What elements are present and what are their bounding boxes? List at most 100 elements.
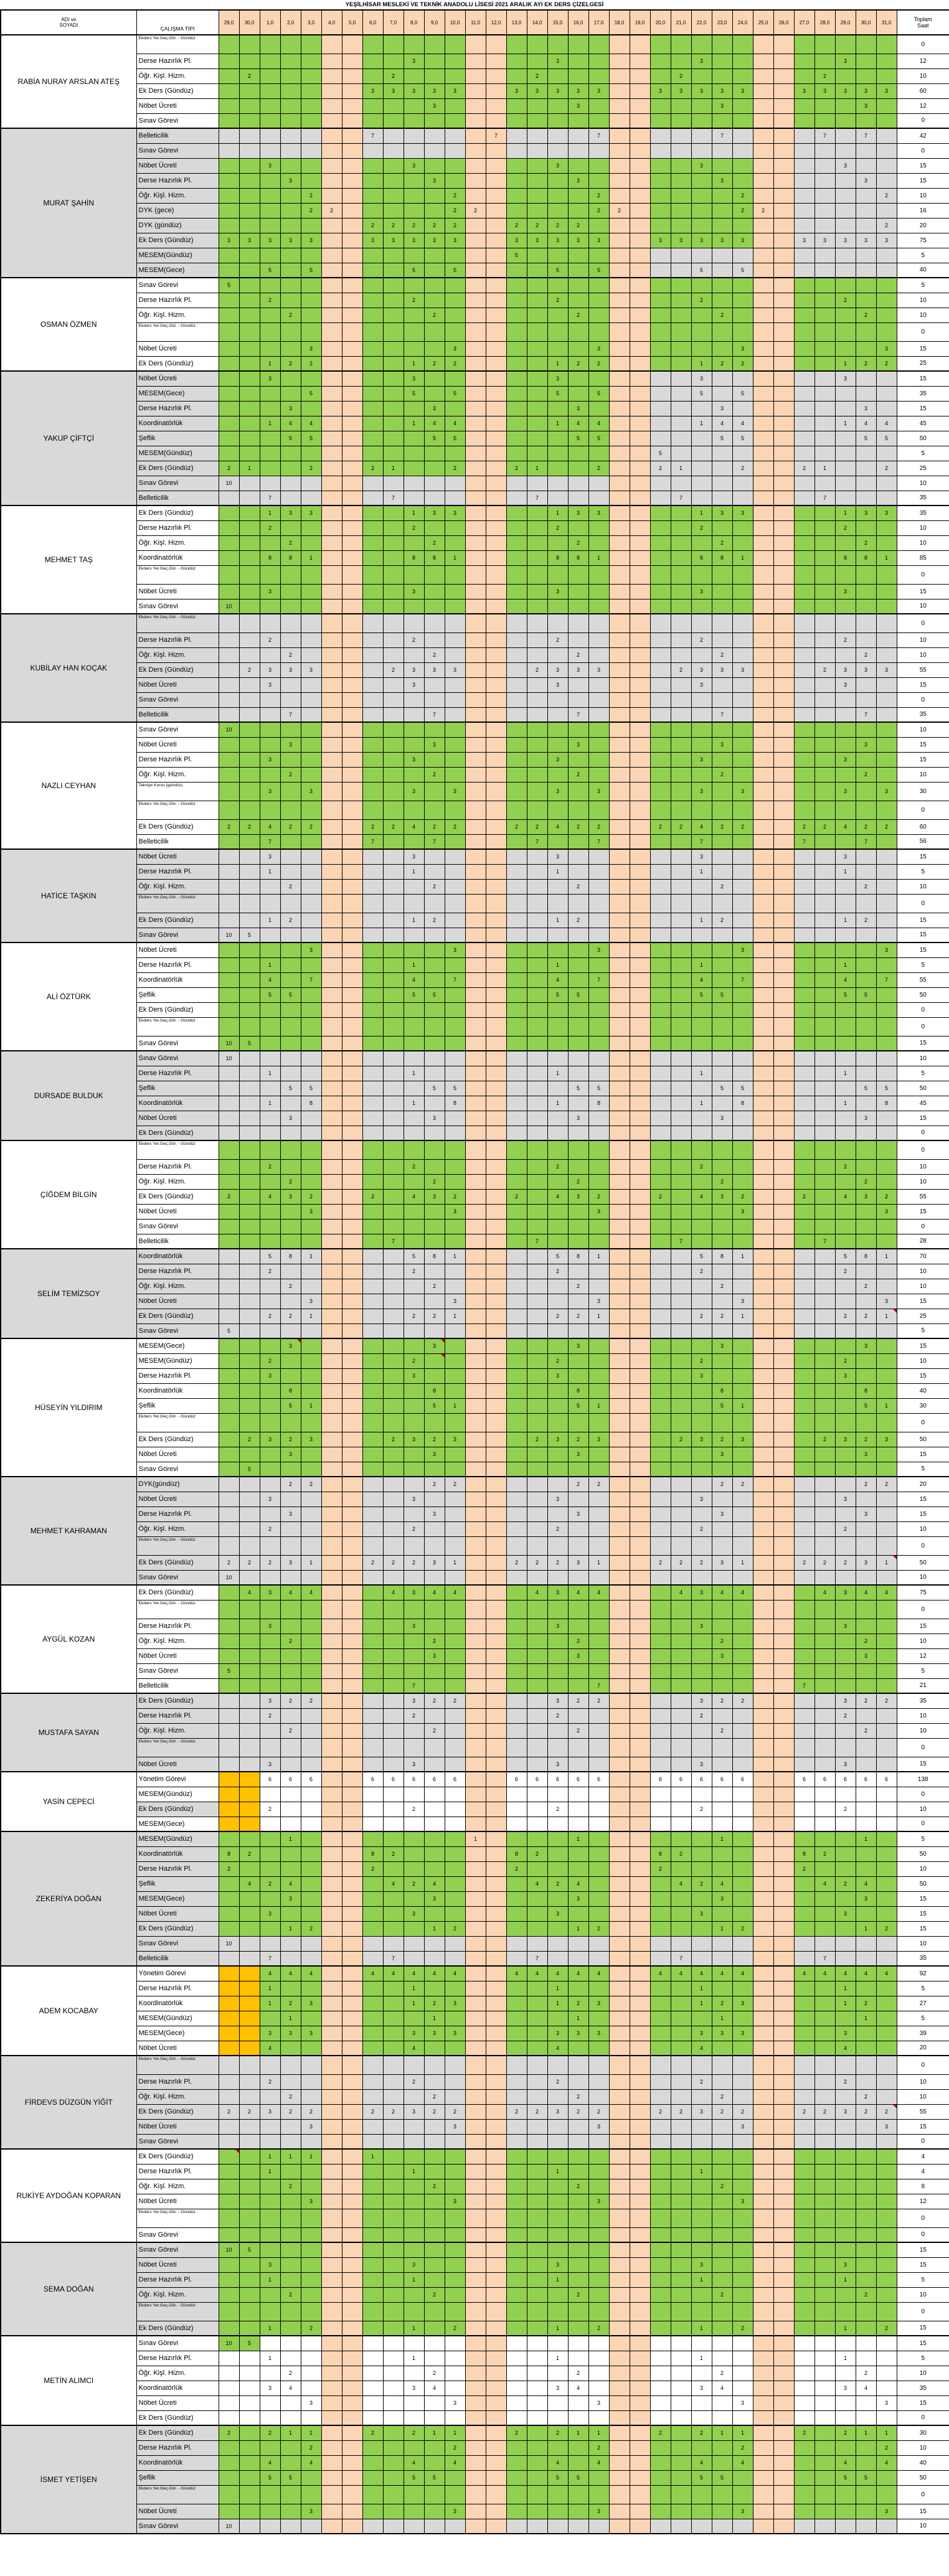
day-cell: [259, 1920, 281, 1937]
day-cell: [588, 1002, 610, 1018]
day-cell: 2: [793, 1554, 815, 1571]
day-cell: [649, 1398, 671, 1414]
day-cell: [238, 957, 260, 973]
work-type-label: Öğr. Kişl. Hizm.: [136, 1723, 219, 1739]
day-cell: [444, 535, 466, 551]
day-cell: [465, 1786, 486, 1802]
day-cell: [691, 927, 712, 943]
day-cell: [465, 113, 486, 129]
day-cell: [238, 1723, 260, 1739]
day-cell: 2: [403, 1263, 425, 1279]
day-cell: [834, 128, 856, 144]
day-cell: [814, 1080, 836, 1096]
schedule-row: Şeflik 5 5 5 5 5 5 5 5 5 5 50: [1, 430, 949, 446]
day-cell: [403, 475, 425, 491]
day-cell: 5: [403, 385, 425, 402]
day-cell: 3: [834, 53, 856, 69]
day-cell: 3: [423, 1110, 445, 1126]
day-cell: [732, 632, 753, 648]
header-date-8: 6,0: [362, 9, 384, 35]
day-cell: [218, 322, 240, 342]
day-cell: [526, 1801, 548, 1817]
total-hours-cell: 56: [896, 834, 949, 850]
day-cell: [485, 1173, 507, 1190]
day-cell: [834, 1140, 856, 1160]
day-cell: 1: [403, 1980, 425, 1996]
day-cell: [793, 2055, 815, 2075]
day-cell: 2: [362, 460, 384, 476]
day-cell: [362, 1756, 384, 1772]
day-cell: 3: [691, 1491, 712, 1507]
day-cell: 1: [691, 1065, 712, 1081]
day-cell: [567, 247, 589, 263]
total-hours-cell: 30: [896, 1398, 949, 1414]
day-cell: [567, 1065, 589, 1081]
day-cell: [814, 1737, 836, 1757]
day-cell: [465, 2040, 486, 2056]
day-cell: [280, 1569, 301, 1586]
day-cell: [465, 1678, 486, 1694]
day-cell: [300, 1906, 322, 1922]
day-cell: [403, 647, 425, 663]
day-cell: [547, 2118, 569, 2135]
day-cell: [485, 1723, 507, 1739]
day-cell: [876, 800, 897, 820]
day-cell: [752, 187, 774, 204]
day-cell: [321, 1110, 342, 1126]
day-cell: [752, 1756, 774, 1772]
day-cell: [691, 1569, 712, 1586]
day-cell: [629, 692, 651, 708]
day-cell: [649, 1110, 671, 1126]
day-cell: [465, 751, 486, 768]
day-cell: 2: [670, 1431, 692, 1447]
schedule-row: Ek Ders (Gündüz) 2 2 3 2 2 2 2 3 2 2 2 2 3 2 2 2 2 3 2 2 2 2 3 2…: [1, 2104, 949, 2120]
day-cell: [506, 1125, 527, 1141]
day-cell: [321, 707, 342, 723]
day-cell: [670, 1035, 692, 1051]
day-cell: [691, 1125, 712, 1141]
day-cell: 3: [547, 583, 569, 599]
day-cell: [793, 1935, 815, 1952]
day-cell: [876, 565, 897, 585]
day-cell: [423, 1816, 445, 1832]
day-cell: [567, 800, 589, 820]
day-cell: 3: [834, 1693, 856, 1709]
day-cell: 4: [423, 415, 445, 431]
day-cell: 1: [876, 1308, 897, 1324]
day-cell: [485, 1831, 507, 1847]
day-cell: [506, 1950, 527, 1967]
day-cell: [465, 1017, 486, 1037]
day-cell: 3: [876, 2118, 897, 2135]
day-cell: [773, 1110, 795, 1126]
day-cell: [321, 800, 342, 820]
day-cell: [608, 1771, 630, 1787]
day-cell: [465, 848, 486, 865]
day-cell: [362, 490, 384, 506]
day-cell: [423, 2040, 445, 2056]
work-type-label: Belleticilik: [136, 1233, 219, 1249]
day-cell: [506, 292, 527, 308]
day-cell: [629, 1831, 651, 1847]
work-type-label: Nöbet Ücreti: [136, 1293, 219, 1309]
day-cell: [465, 430, 486, 446]
day-cell: [280, 848, 301, 865]
day-cell: 2: [259, 1876, 281, 1892]
day-cell: [403, 2010, 425, 2026]
day-cell: [588, 848, 610, 865]
day-cell: [280, 277, 301, 293]
day-cell: [444, 1278, 466, 1294]
total-hours-cell: 30: [896, 781, 949, 801]
day-cell: [752, 1159, 774, 1175]
day-cell: [465, 1980, 486, 1996]
day-cell: [362, 520, 384, 536]
day-cell: [382, 1708, 404, 1724]
day-cell: 3: [567, 1338, 589, 1354]
day-cell: [629, 1446, 651, 1462]
day-cell: [465, 1950, 486, 1967]
day-cell: 5: [732, 385, 753, 402]
day-cell: 2: [403, 1876, 425, 1892]
day-cell: [814, 781, 836, 801]
day-cell: [711, 1293, 733, 1309]
day-cell: 2: [444, 187, 466, 204]
day-cell: 3: [855, 662, 877, 678]
